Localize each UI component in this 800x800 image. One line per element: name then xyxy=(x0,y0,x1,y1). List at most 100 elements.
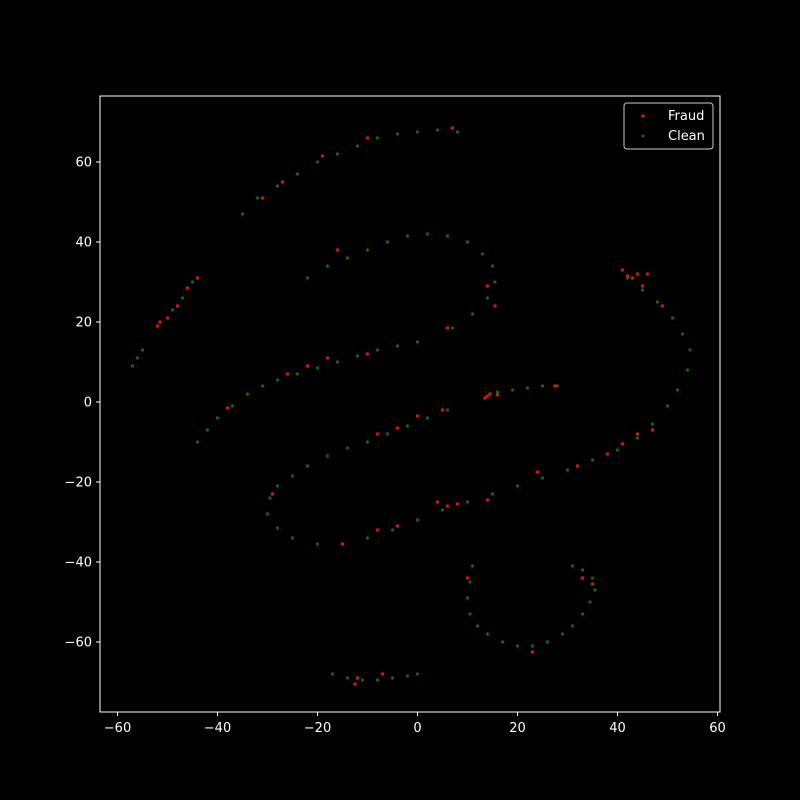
clean-point-83 xyxy=(640,288,645,292)
clean-point-9 xyxy=(415,130,420,134)
fraud-point-15 xyxy=(225,406,230,410)
fraud-point-31 xyxy=(455,502,460,506)
fraud-point-11 xyxy=(195,276,200,280)
fraud-point-50 xyxy=(465,576,470,580)
clean-point-20 xyxy=(465,240,470,244)
fraud-point-25 xyxy=(488,392,492,396)
fraud-point-41 xyxy=(635,432,640,436)
fraud-point-9 xyxy=(175,304,180,308)
fraud-point-6 xyxy=(485,284,490,288)
fraud-point-26 xyxy=(483,396,487,400)
fraud-point-3 xyxy=(365,136,370,140)
fraud-point-34 xyxy=(375,528,380,532)
clean-point-89 xyxy=(555,384,560,388)
clean-point-91 xyxy=(468,580,472,584)
fraud-point-17 xyxy=(305,364,310,368)
clean-point-17 xyxy=(405,234,410,238)
fraud-point-16 xyxy=(285,372,290,376)
clean-point-56 xyxy=(275,484,280,488)
fraud-point-23 xyxy=(375,432,380,436)
clean-point-26 xyxy=(450,326,455,330)
clean-point-64 xyxy=(390,528,395,532)
clean-point-47 xyxy=(445,408,450,412)
clean-point-71 xyxy=(565,468,570,472)
clean-point-103 xyxy=(588,600,592,604)
fraud-point-21 xyxy=(415,414,420,418)
clean-point-65 xyxy=(415,518,420,522)
fraud-point-27 xyxy=(495,393,500,397)
legend-box xyxy=(623,102,714,150)
fraud-point-53 xyxy=(530,650,535,654)
series-clean xyxy=(130,128,692,682)
clean-point-55 xyxy=(290,474,295,478)
clean-point-77 xyxy=(675,388,680,392)
clean-point-61 xyxy=(315,542,320,546)
legend-label-fraud: Fraud xyxy=(668,109,704,124)
clean-point-30 xyxy=(230,404,235,408)
clean-point-32 xyxy=(260,384,265,388)
x-tick-label-2: −20 xyxy=(304,721,331,736)
clean-point-24 xyxy=(485,296,490,300)
clean-point-88 xyxy=(540,384,545,388)
clean-point-29 xyxy=(215,416,220,420)
fraud-point-29 xyxy=(435,500,440,504)
legend-marker-clean xyxy=(641,134,645,138)
clean-point-41 xyxy=(190,280,195,284)
clean-point-13 xyxy=(325,264,330,268)
clean-point-31 xyxy=(245,392,250,396)
fraud-point-14 xyxy=(165,316,170,320)
fraud-point-39 xyxy=(605,452,610,456)
clean-point-3 xyxy=(295,172,300,176)
clean-point-8 xyxy=(395,132,400,136)
fraud-point-44 xyxy=(640,284,645,288)
clean-point-79 xyxy=(688,348,692,352)
fraud-point-51 xyxy=(580,576,585,580)
clean-point-81 xyxy=(670,316,675,320)
clean-point-94 xyxy=(475,624,480,628)
clean-point-112 xyxy=(390,676,395,680)
clean-point-99 xyxy=(545,640,550,644)
clean-point-73 xyxy=(615,448,620,452)
x-tick-label-6: 60 xyxy=(709,721,726,736)
clean-point-27 xyxy=(195,440,200,444)
clean-point-22 xyxy=(490,264,495,268)
clean-point-58 xyxy=(265,512,270,516)
clean-point-98 xyxy=(530,644,535,648)
clean-point-6 xyxy=(355,144,360,148)
clean-point-28 xyxy=(205,428,210,432)
clean-point-40 xyxy=(415,340,420,344)
fraud-point-24 xyxy=(485,394,490,398)
clean-point-21 xyxy=(480,252,485,256)
clean-point-76 xyxy=(665,404,670,408)
fraud-point-8 xyxy=(445,326,450,330)
axes-frame xyxy=(99,95,721,713)
clean-point-45 xyxy=(135,356,140,360)
fraud-point-19 xyxy=(365,352,370,356)
fraud-point-5 xyxy=(335,248,340,252)
clean-point-23 xyxy=(493,280,497,284)
fraud-point-45 xyxy=(620,268,625,272)
fraud-point-43 xyxy=(660,304,665,308)
clean-point-82 xyxy=(655,300,660,304)
fraud-point-52 xyxy=(590,582,595,586)
clean-point-59 xyxy=(275,526,280,530)
fraud-point-28 xyxy=(553,384,557,388)
y-tick-label-0: −60 xyxy=(65,636,92,651)
fraud-point-42 xyxy=(650,428,655,432)
clean-point-36 xyxy=(335,360,340,364)
clean-point-44 xyxy=(130,364,135,368)
clean-point-100 xyxy=(560,632,565,636)
fraud-point-32 xyxy=(485,498,490,502)
clean-point-74 xyxy=(635,436,640,440)
legend-marker-fraud xyxy=(641,114,645,118)
clean-point-43 xyxy=(170,308,175,312)
clean-point-39 xyxy=(395,344,400,348)
clean-point-104 xyxy=(593,588,597,592)
y-tick-label-5: 40 xyxy=(75,236,92,251)
clean-point-38 xyxy=(375,348,380,352)
clean-point-63 xyxy=(365,536,370,540)
clean-point-52 xyxy=(345,446,350,450)
clean-point-106 xyxy=(580,568,585,572)
clean-point-50 xyxy=(385,432,390,436)
